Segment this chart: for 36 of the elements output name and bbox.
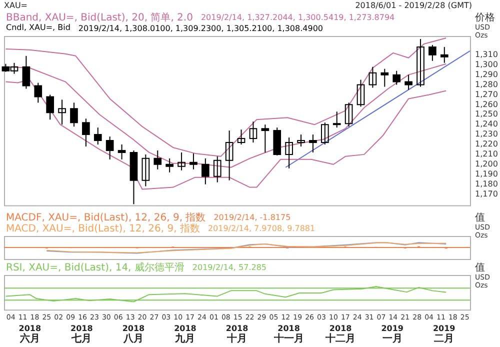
y-tick-label: 1,270 bbox=[475, 90, 498, 99]
y-tick-label: 1,210 bbox=[475, 150, 498, 159]
text: 2019 二月 bbox=[432, 324, 456, 345]
y-tick-label: 1,300 bbox=[475, 60, 498, 69]
text: 2019/2/14, 1,327.2044, 1,300.5419, 1,273.8794 bbox=[200, 13, 395, 22]
text: Cndl, XAU=, Bid bbox=[6, 23, 70, 32]
text: 2018 十一月 bbox=[272, 324, 304, 345]
y-tick-label: 1,310 bbox=[475, 50, 498, 59]
text: MACDF, XAU=, Bid(Last), 12, 26, 9, 指数 bbox=[6, 212, 206, 224]
y-tick-label: 1,200 bbox=[475, 159, 498, 168]
y-tick-label: 1,250 bbox=[475, 110, 498, 119]
y-tick-label: 1,260 bbox=[475, 100, 498, 109]
text: 2018 七月 bbox=[70, 324, 94, 345]
y-tick-label: 1,190 bbox=[475, 169, 498, 178]
text: 2018 十月 bbox=[226, 324, 249, 345]
y-tick-label: 1,290 bbox=[475, 70, 498, 79]
text: 2018 十二月 bbox=[324, 324, 356, 345]
text: 2019/2/14, 1,308.0100, 1,309.2300, 1,305.2100, 1,308.4900 bbox=[78, 24, 324, 34]
text: 2019/2/14, 57.285 bbox=[192, 263, 267, 272]
text: 2019/2/14, -1.8175 bbox=[214, 213, 291, 222]
chart-title: XAU= bbox=[4, 0, 28, 12]
series-label: MACD, XAU=, Bid(Last), 12, 26, 9, 指数 bbox=[6, 222, 200, 235]
text: 2018 六月 bbox=[18, 324, 42, 345]
text: RSI, XAU=, Bid(Last), 14, 威尔德平滑 bbox=[6, 262, 184, 274]
y-tick-label: 1,230 bbox=[475, 130, 498, 139]
text: 2019 一月 bbox=[381, 324, 404, 345]
y-tick-label: 1,170 bbox=[475, 189, 498, 198]
y-tick-label: 1,240 bbox=[475, 120, 498, 129]
text: 2019/2/14, 7.9708, 9.7881 bbox=[208, 224, 316, 234]
text: 2018 九月 bbox=[174, 324, 197, 345]
text: BBand, XAU=, Bid(Last), 20, 简单, 2.0 bbox=[6, 12, 193, 24]
y-tick-label: 1,180 bbox=[475, 179, 498, 188]
chart-subtitle: 2018/6/01 - 2019/2/28 (GMT) bbox=[355, 0, 472, 12]
y-tick-label: 1,280 bbox=[475, 80, 498, 89]
text: 2018 八月 bbox=[122, 324, 146, 345]
y-tick-label: 1,220 bbox=[475, 140, 498, 149]
